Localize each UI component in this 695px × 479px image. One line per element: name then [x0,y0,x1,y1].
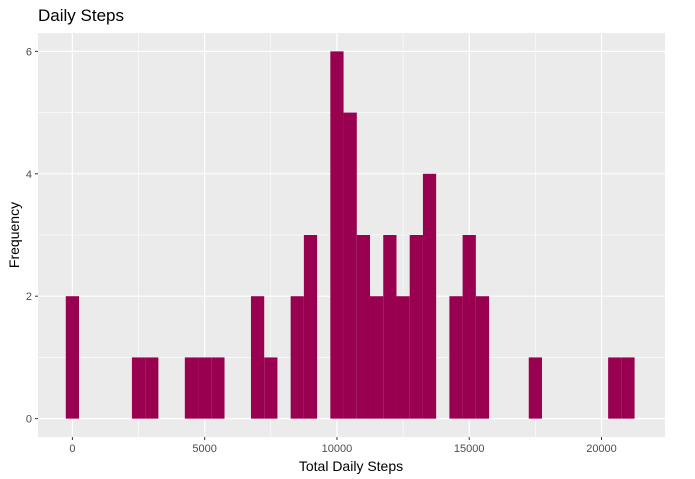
histogram-bar [383,235,397,419]
histogram-bar [370,296,384,419]
histogram-bar [356,235,371,419]
histogram-bar [145,357,159,419]
histogram-bar [303,235,318,419]
histogram-bars [65,51,635,419]
y-tick-label: 0 [26,414,32,426]
y-axis-ticks: 0 2 4 6 [26,46,38,426]
y-tick-label: 6 [26,46,32,58]
histogram-bar [462,235,476,419]
x-tick-label: 10000 [322,443,353,455]
x-axis-ticks: 0 5000 10000 15000 20000 [69,437,617,455]
x-tick-label: 15000 [454,443,485,455]
histogram-bar [198,357,212,419]
histogram-bar [330,51,344,419]
histogram-bar [131,357,146,419]
chart-title: Daily Steps [38,6,124,25]
x-axis-title: Total Daily Steps [299,458,403,474]
x-tick-label: 20000 [586,443,617,455]
histogram-bar [621,357,635,419]
histogram-bar [475,296,490,419]
histogram-bar [409,235,423,419]
histogram-bar [250,296,265,419]
y-tick-label: 4 [26,169,32,181]
histogram-bar [211,357,225,419]
histogram-bar [422,173,437,419]
x-tick-label: 0 [69,443,75,455]
histogram-bar [528,357,542,419]
histogram-bar [608,357,622,419]
histogram-bar [449,296,463,419]
x-tick-label: 5000 [192,443,216,455]
histogram-bar [343,112,357,419]
histogram-bar [65,296,80,419]
y-tick-label: 2 [26,291,32,303]
y-axis-title: Frequency [6,202,22,268]
histogram-bar [264,357,278,419]
histogram-bar [290,296,304,419]
histogram-bar [396,296,410,419]
histogram-bar [184,357,199,419]
